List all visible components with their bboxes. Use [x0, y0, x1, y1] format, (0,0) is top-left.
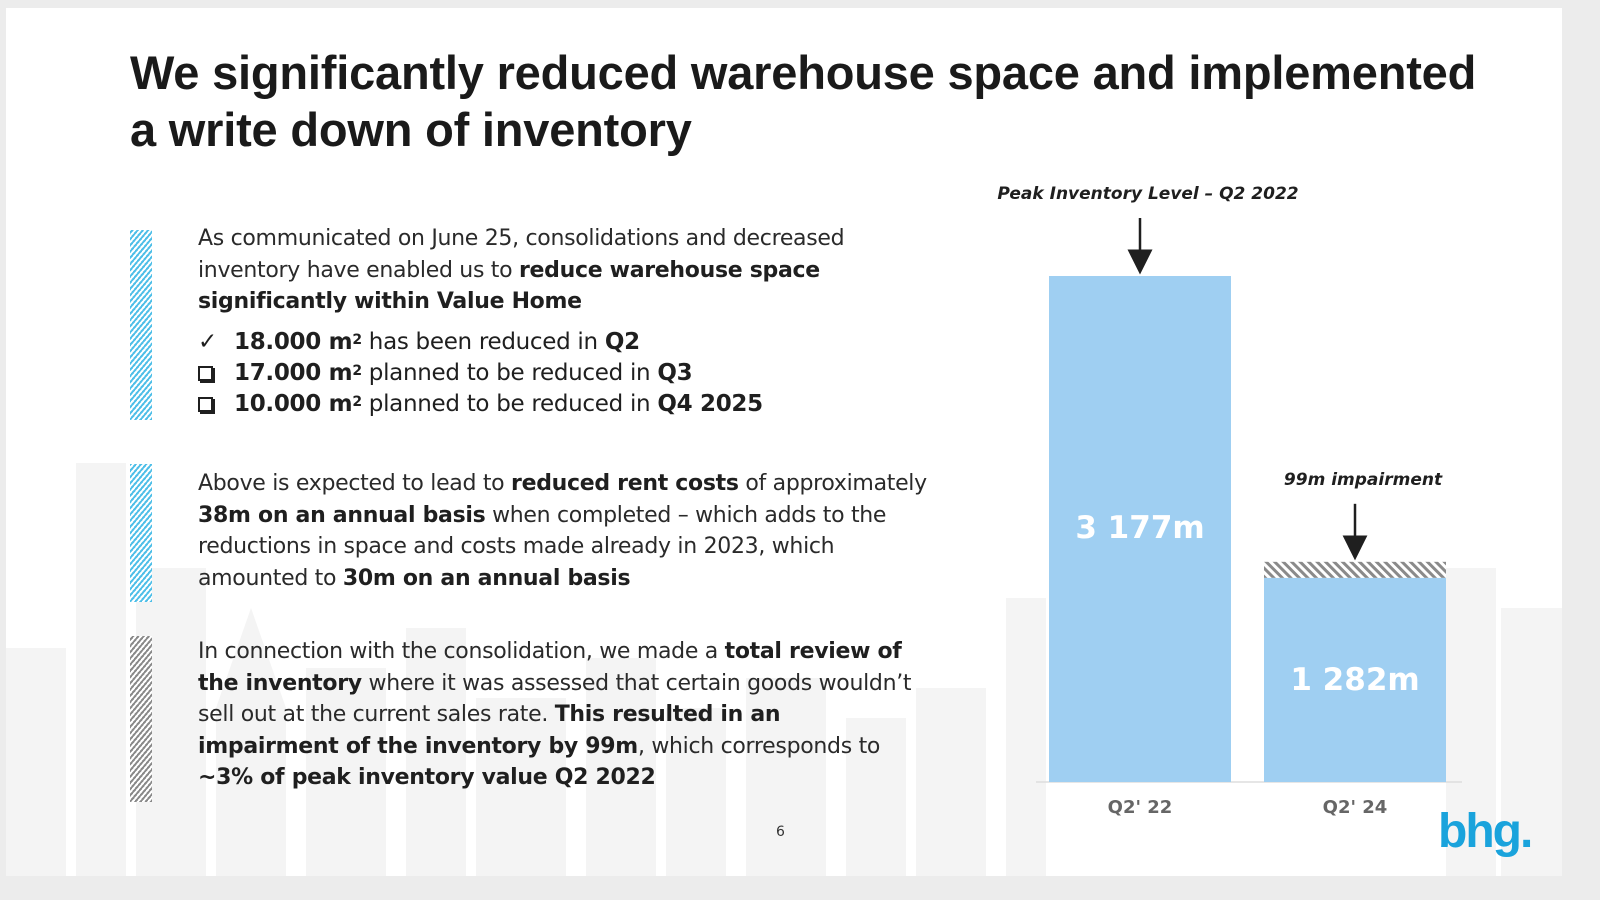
- stripe-marker-3: [130, 636, 152, 802]
- stripe-marker-1: [130, 230, 152, 420]
- inventory-bar-1: [1049, 276, 1231, 782]
- rent-text: of approximately: [738, 471, 927, 496]
- reduction-text: planned to be reduced in: [361, 360, 658, 386]
- annotation-label: Peak Inventory Level – Q2 2022: [997, 184, 1298, 204]
- rent-text: when completed – which adds to the reduc…: [198, 502, 887, 591]
- page-number: 6: [776, 824, 785, 840]
- skyline-background: [6, 463, 1562, 876]
- title-line-1: We significantly reduced warehouse space…: [130, 46, 1477, 99]
- reduction-item-q2: ✓ 18.000 m2 has been reduced in Q2: [198, 327, 640, 359]
- rent-highlight: reduced rent costs: [511, 471, 739, 496]
- x-tick-label: Q2' 24: [1323, 797, 1388, 818]
- bar-value-label: 1 282m: [1290, 662, 1419, 698]
- review-text: In connection with the consolidation, we…: [198, 639, 725, 664]
- reduction-amount: 17.000 m: [234, 360, 353, 386]
- x-tick-label: Q2' 22: [1108, 797, 1173, 818]
- rent-cost-paragraph: Above is expected to lead to reduced ren…: [198, 468, 928, 594]
- page-title: We significantly reduced warehouse space…: [130, 44, 1510, 158]
- reduction-amount: 10.000 m: [234, 391, 353, 417]
- inventory-bar-2: [1264, 577, 1446, 782]
- review-highlight: ~3% of peak inventory value Q2 2022: [198, 765, 656, 790]
- reduction-amount: 18.000 m: [234, 329, 353, 355]
- review-text: , which corresponds to: [637, 733, 881, 759]
- stripe-marker-2: [130, 464, 152, 602]
- warehouse-highlight: reduce warehouse space significantly wit…: [198, 257, 820, 315]
- inventory-bar-chart: 3 177m Q2' 22 Peak Inventory Level – Q2 20…: [997, 184, 1462, 818]
- reduction-text: has been reduced in: [361, 329, 605, 355]
- unit-superscript: 2: [352, 363, 362, 379]
- reduction-period: Q2: [604, 329, 640, 355]
- unit-superscript: 2: [352, 332, 362, 348]
- checkbox-icon: [198, 366, 213, 381]
- reduction-item-q3: 17.000 m2 planned to be reduced in Q3: [198, 358, 693, 390]
- impairment-segment: [1264, 561, 1446, 578]
- check-icon: ✓: [198, 329, 217, 355]
- warehouse-text: As communicated on June 25, consolidatio…: [198, 226, 845, 283]
- review-highlight: This resulted in an impairment of the in…: [198, 702, 781, 759]
- inventory-review-paragraph: In connection with the consolidation, we…: [198, 636, 928, 794]
- bhg-logo: bhg.: [1438, 805, 1533, 858]
- review-text: where it was assessed that certain goods…: [198, 670, 912, 728]
- review-highlight: total review of the inventory: [198, 639, 902, 696]
- unit-superscript: 2: [352, 394, 362, 410]
- annotation-label: 99m impairment: [1284, 470, 1443, 490]
- reduction-text: planned to be reduced in: [361, 391, 658, 417]
- bar-value-label: 3 177m: [1075, 510, 1204, 546]
- checkbox-icon: [198, 397, 213, 412]
- reduction-item-q4: 10.000 m2 planned to be reduced in Q4 20…: [198, 389, 763, 421]
- rent-text: Above is expected to lead to: [198, 471, 512, 496]
- rent-highlight: 38m on an annual basis: [198, 502, 486, 528]
- slide: We significantly reduced warehouse space…: [6, 8, 1562, 876]
- warehouse-paragraph: As communicated on June 25, consolidatio…: [198, 223, 918, 318]
- reduction-period: Q3: [657, 360, 693, 386]
- rent-highlight: 30m on an annual basis: [342, 565, 631, 591]
- title-line-2: a write down of inventory: [130, 103, 692, 156]
- reduction-period: Q4 2025: [657, 391, 763, 417]
